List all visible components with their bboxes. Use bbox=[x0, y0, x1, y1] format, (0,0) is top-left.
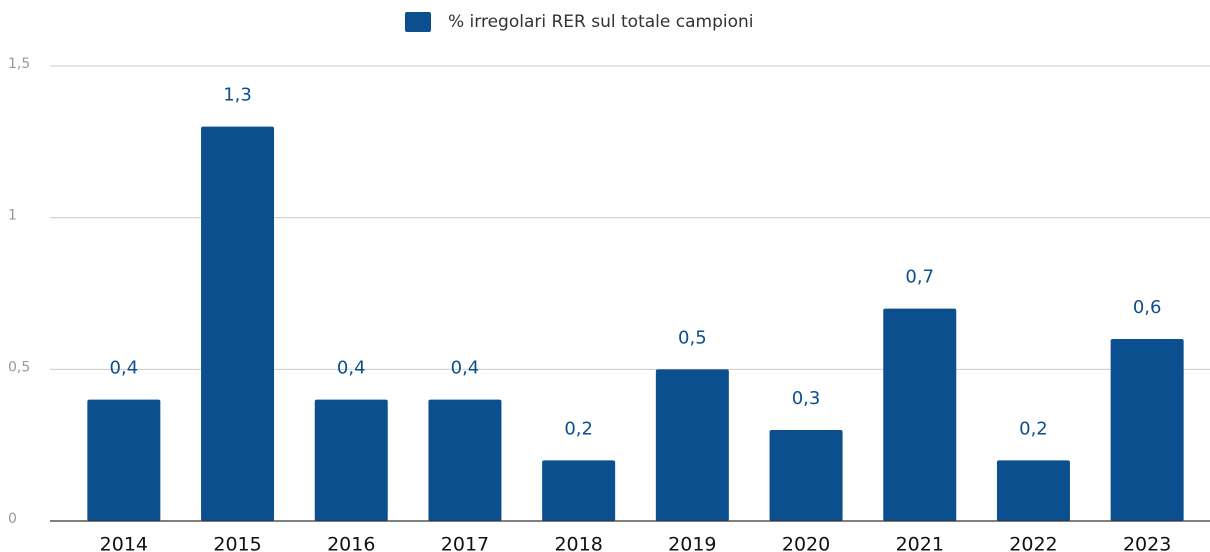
legend-label: % irregolari RER sul totale campioni bbox=[448, 12, 754, 32]
y-tick-label: 0 bbox=[8, 511, 17, 527]
x-tick-label: 2014 bbox=[100, 534, 148, 552]
bar bbox=[996, 460, 1070, 521]
bar bbox=[655, 369, 729, 521]
y-tick-label: 1 bbox=[8, 208, 17, 224]
x-tick-label: 2022 bbox=[1009, 534, 1057, 552]
value-label: 0,4 bbox=[337, 358, 366, 379]
x-tick-label: 2020 bbox=[782, 534, 830, 552]
x-tick-label: 2015 bbox=[213, 534, 261, 552]
value-label: 0,5 bbox=[678, 327, 707, 348]
x-tick-label: 2016 bbox=[327, 534, 375, 552]
value-label: 1,3 bbox=[223, 85, 252, 106]
x-tick-label: 2021 bbox=[896, 534, 944, 552]
bar bbox=[201, 126, 275, 522]
bar bbox=[87, 399, 161, 521]
value-label: 0,7 bbox=[905, 267, 934, 288]
bar bbox=[428, 399, 502, 521]
bar bbox=[314, 399, 388, 521]
bar bbox=[1110, 339, 1184, 521]
value-label: 0,2 bbox=[1019, 418, 1048, 439]
value-label: 0,4 bbox=[451, 358, 480, 379]
legend-swatch bbox=[405, 12, 431, 32]
x-tick-label: 2017 bbox=[441, 534, 489, 552]
x-tick-label: 2019 bbox=[668, 534, 716, 552]
y-tick-label: 0,5 bbox=[8, 359, 30, 375]
bar bbox=[883, 308, 957, 521]
x-tick-label: 2023 bbox=[1123, 534, 1171, 552]
y-tick-label: 1,5 bbox=[8, 56, 30, 72]
value-label: 0,3 bbox=[792, 388, 821, 409]
x-tick-label: 2018 bbox=[554, 534, 602, 552]
bar bbox=[769, 430, 843, 521]
value-label: 0,6 bbox=[1133, 297, 1162, 318]
value-label: 0,2 bbox=[564, 418, 593, 439]
value-label: 0,4 bbox=[110, 358, 139, 379]
bar bbox=[542, 460, 616, 521]
